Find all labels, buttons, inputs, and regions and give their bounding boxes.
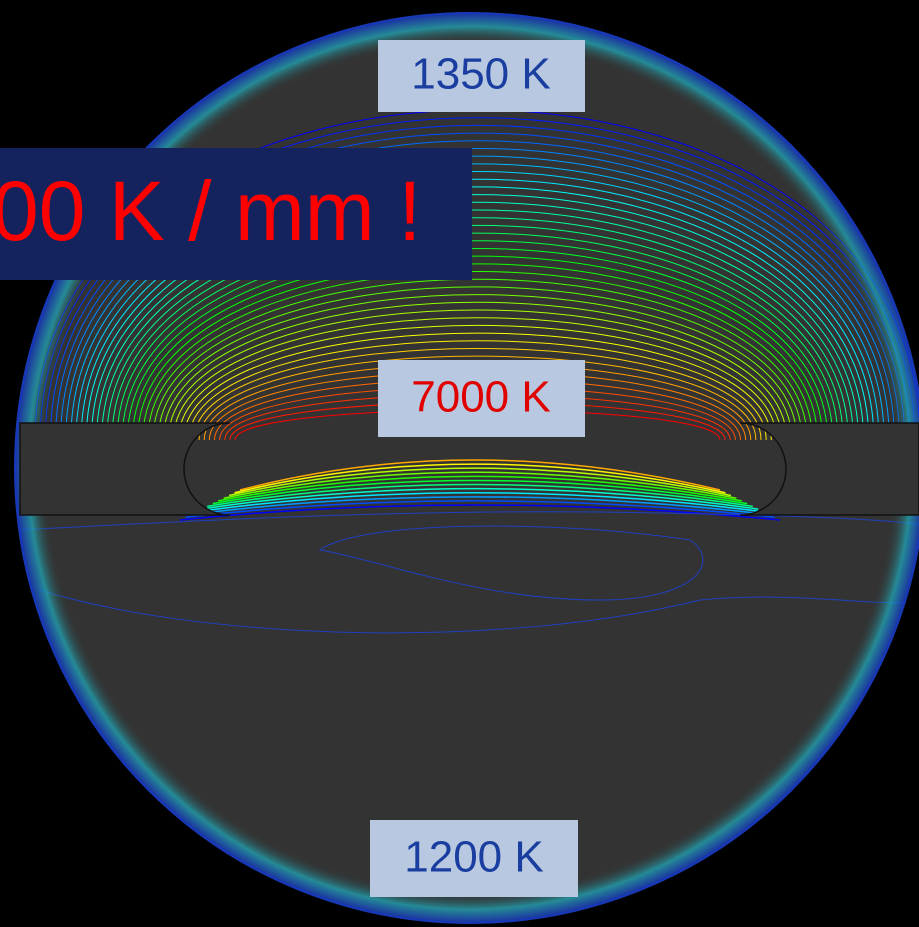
simulation-figure: 1350 K 7000 K 1200 K 00 K / mm ! <box>0 0 919 927</box>
page: 1350 K 7000 K 1200 K 00 K / mm ! (() => … <box>0 0 919 927</box>
label-top: 1350 K <box>411 50 550 99</box>
label-center: 7000 K <box>411 373 550 422</box>
label-bottom: 1200 K <box>404 833 543 882</box>
banner-text: 00 K / mm ! <box>0 164 421 258</box>
